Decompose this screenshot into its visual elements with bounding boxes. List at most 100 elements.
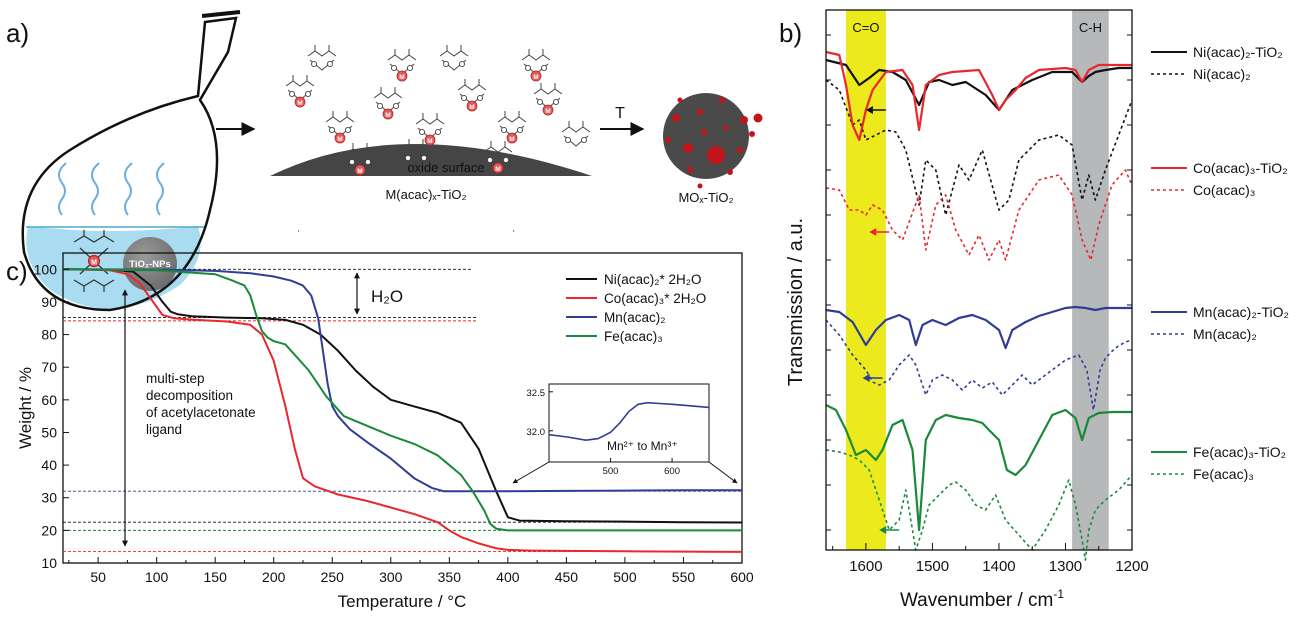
metal-symbol: M <box>509 136 514 143</box>
metal-symbol: M <box>545 108 550 115</box>
plot-b-xlabel: Wavenumber / cm-1 <box>900 587 1064 611</box>
metal-oxide-dots <box>665 97 763 189</box>
plot-b-ticks: 1600 1500 1400 1300 1200 <box>826 34 1149 575</box>
metal-center-icon <box>424 134 436 146</box>
ir-spectra <box>825 50 1133 561</box>
metal-oxide-dot <box>665 137 671 143</box>
metal-oxide-dot <box>749 131 755 137</box>
metal-symbol: M <box>469 104 474 111</box>
plot-b-xlabel-main: Wavenumber / cm <box>900 590 1053 611</box>
legend-label: Co(acac)₃ <box>1193 182 1256 198</box>
highlight-band <box>1072 10 1109 550</box>
x-tick-label: 150 <box>204 569 228 585</box>
metal-symbol: M <box>427 138 432 145</box>
y-tick-label: 20 <box>41 522 57 538</box>
metal-center-icon <box>334 132 346 144</box>
acac-molecule: M <box>373 87 403 120</box>
legend-label: Ni(acac)₂ <box>1193 66 1251 82</box>
shift-arrow-head <box>879 526 887 534</box>
legend-label: Ni(acac)₂* 2H₂O <box>604 272 702 287</box>
panel-a-label: a) <box>6 18 29 48</box>
metal-oxide-dot <box>687 167 693 173</box>
x-tick-label: 1500 <box>916 558 949 575</box>
metal-center-icon <box>492 162 504 174</box>
h2o-annotation: H₂O <box>371 287 403 306</box>
legend-label: Ni(acac)₂-TiO₂ <box>1193 44 1283 60</box>
inset-plot: 500 600 32.0 32.5 Mn²⁺ to Mn³⁺ <box>512 383 738 484</box>
x-tick-label: 200 <box>262 569 286 585</box>
metal-oxide-dot <box>753 113 763 123</box>
x-tick-label: 350 <box>438 569 462 585</box>
metal-oxide-dot <box>737 147 743 153</box>
metal-oxide-dot <box>707 146 725 164</box>
x-tick-label: 100 <box>145 569 169 585</box>
metal-oxide-dot <box>701 129 707 135</box>
metal-symbol: M <box>297 100 302 107</box>
acac-molecule: M <box>415 113 445 146</box>
highlight-band <box>845 10 886 550</box>
metal-center-icon <box>294 96 306 108</box>
y-tick-label: 30 <box>41 490 57 506</box>
ir-spectrum-line <box>825 169 1133 261</box>
mox-particle-body <box>663 93 749 179</box>
metal-center-icon <box>506 132 518 144</box>
panel-a: a) M TiO₂-NPs <box>6 10 763 312</box>
y-tick-label: 60 <box>41 392 57 408</box>
vapour-wave-icon <box>156 162 165 216</box>
plot-b-xlabel-sup: -1 <box>1053 587 1064 601</box>
metal-center-icon <box>466 100 478 112</box>
mox-tio2-particle <box>663 93 763 189</box>
acac-molecule: M <box>483 141 513 174</box>
tio2-nanoparticle <box>123 237 177 291</box>
acac-molecule: M <box>521 49 551 82</box>
ir-spectrum-line <box>825 319 1133 411</box>
panel-c: c) 50 100 150 200 250 300 350 400 450 500 550 600 10… <box>6 252 754 611</box>
acac-molecule <box>439 45 469 71</box>
metal-oxide-dot <box>719 97 725 103</box>
acac-molecule: M <box>285 75 315 108</box>
oxide-surface-dome <box>270 144 592 176</box>
metal-oxide-dot <box>697 183 703 189</box>
metal-symbol: M <box>495 166 500 173</box>
legend-label: Co(acac)₃-TiO₂ <box>1193 160 1288 176</box>
metal-symbol: M <box>357 168 362 175</box>
tga-series-line <box>62 268 743 524</box>
vapour-wave-icon <box>124 162 133 216</box>
multistep-line: multi-step <box>146 371 205 386</box>
multistep-line: of acetylacetonate <box>146 405 256 420</box>
inset-annotation: Mn²⁺ to Mn³⁺ <box>607 439 678 453</box>
y-tick-label: 50 <box>41 424 57 440</box>
metal-oxide-dot <box>740 116 748 124</box>
x-tick-label: 1400 <box>982 558 1015 575</box>
acac-molecules-on-surface: M M M M M M M M M M M <box>285 45 591 176</box>
acac-molecule <box>561 121 591 147</box>
band-label: C=O <box>852 20 879 35</box>
shift-arrow-head <box>869 228 877 236</box>
panel-c-label: c) <box>6 256 28 286</box>
ir-spectrum-line <box>825 305 1132 350</box>
legend-label: Mn(acac)₂ <box>1193 326 1257 342</box>
plot-b-legend: Ni(acac)₂-TiO₂ Ni(acac)₂ Co(acac)₃-TiO₂ Co(… <box>1151 44 1289 482</box>
legend-label: Mn(acac)₂-TiO₂ <box>1193 304 1289 320</box>
x-tick-label: 500 <box>613 569 637 585</box>
inset-series-line <box>548 401 710 442</box>
inset-zoom-arrow-right <box>708 461 738 484</box>
arrow-temperature-label: T <box>615 105 625 122</box>
metal-center-icon <box>382 108 394 120</box>
oxide-surface-label: oxide surface <box>407 160 484 175</box>
metal-oxide-dot <box>672 114 680 122</box>
metal-symbol: M <box>533 74 538 81</box>
tga-series-line <box>62 268 742 493</box>
acac-molecule: M <box>497 111 527 144</box>
shift-arrows <box>862 106 900 534</box>
x-tick-label: 450 <box>555 569 579 585</box>
x-tick-label: 1300 <box>1049 558 1082 575</box>
x-tick-label: 250 <box>321 569 345 585</box>
metal-symbol: M <box>399 74 404 81</box>
shift-arrow-head <box>865 106 873 114</box>
highlight-bands: C=O C-H <box>845 10 1109 550</box>
tio2-np-label: TiO₂-NPs <box>129 259 171 270</box>
inset-zoom-arrow-left <box>512 461 550 484</box>
acac-molecule: M <box>457 79 487 112</box>
